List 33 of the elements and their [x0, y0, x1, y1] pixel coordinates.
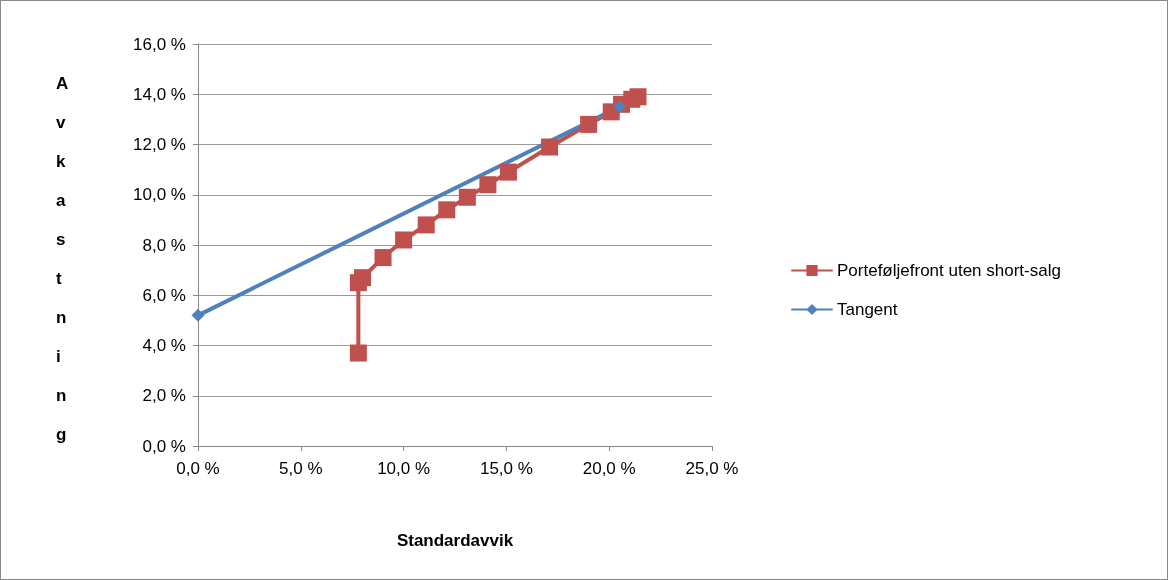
x-tick-label: 0,0 % — [176, 459, 220, 478]
x-tick-label: 10,0 % — [377, 459, 431, 478]
x-tick-label: 15,0 % — [479, 459, 533, 478]
x-tick-label: 25,0 % — [685, 459, 739, 478]
y-tick-label: 10,0 % — [133, 185, 186, 205]
x-axis-title: Standardavvik — [396, 531, 514, 550]
x-tick-label: 5,0 % — [279, 459, 323, 478]
y-tick-label: 12,0 % — [133, 135, 186, 154]
x-tick-label: 20,0 % — [582, 459, 636, 478]
point — [353, 269, 371, 287]
y-tick-label: 4,0 % — [142, 336, 186, 355]
y-tick-label: 6,0 % — [142, 285, 186, 305]
y-tick-label: 0,0 % — [142, 436, 186, 456]
legend-label: Tangent — [837, 300, 898, 319]
y-tick-label: 2,0 % — [142, 386, 186, 406]
y-tick-label: 8,0 % — [142, 235, 186, 255]
legend-label: Porteføljefront uten short-salg — [837, 261, 1061, 280]
point — [374, 249, 392, 267]
point — [458, 188, 476, 206]
point — [580, 115, 598, 133]
point — [395, 231, 413, 249]
point — [438, 201, 456, 219]
y-tick-label: 16,0 % — [133, 34, 186, 54]
y-tick-label: 14,0 % — [133, 84, 186, 104]
point — [499, 163, 517, 181]
point — [541, 138, 559, 156]
point — [417, 216, 435, 234]
point — [612, 100, 626, 114]
text: Avkastning — [56, 74, 69, 444]
point — [629, 88, 647, 106]
point — [191, 308, 205, 322]
point — [349, 344, 367, 362]
point — [479, 176, 497, 194]
